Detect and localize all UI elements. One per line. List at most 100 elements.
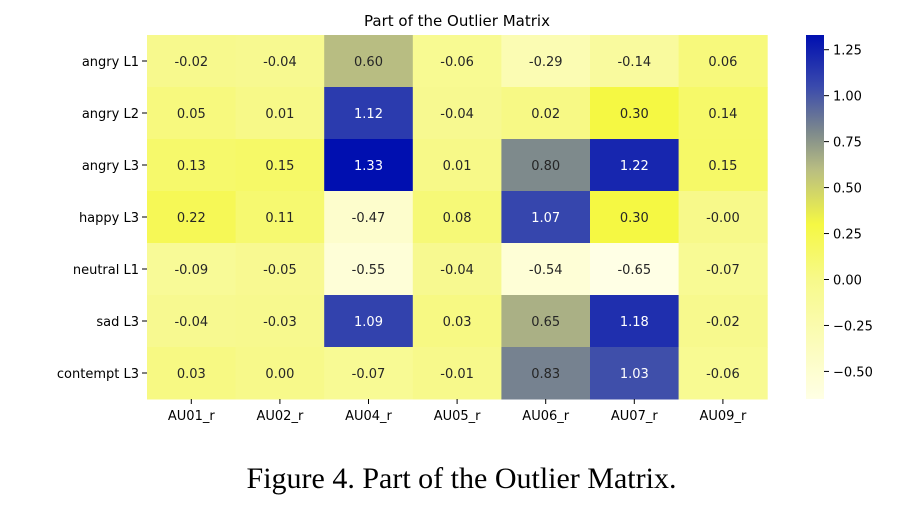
cell-value-label: 0.14 [708,107,737,122]
heatmap-cell [412,295,502,348]
cell-value-label: 0.30 [620,211,649,226]
heatmap-cell [324,139,414,192]
figure-caption: Figure 4. Part of the Outlier Matrix. [246,462,677,495]
heatmap-cell [678,139,768,192]
colorbar-tick-label: −0.25 [833,319,873,334]
y-tick-label: angry L1 [82,55,139,70]
cell-value-label: 1.22 [620,159,649,174]
x-tick-label: AU02_r [257,409,304,424]
cell-value-label: 0.03 [177,367,206,382]
cell-value-label: -0.47 [352,211,386,226]
heatmap-cell [147,191,237,244]
heatmap-cell [590,191,680,244]
heatmap-cell [590,347,680,400]
colorbar-tick-label: 0.50 [833,182,862,197]
heatmap-cell [324,347,414,400]
cell-value-label: -0.01 [440,367,474,382]
cell-value-label: 0.06 [708,55,737,70]
y-tick-label: sad L3 [96,315,139,330]
colorbar-gradient [806,35,824,399]
cell-value-label: -0.07 [352,367,386,382]
heatmap-cell [324,295,414,348]
cell-value-label: -0.04 [174,315,208,330]
cell-value-label: -0.06 [706,367,740,382]
heatmap-cell-labels: -0.02 -0.04 0.60 -0.06 -0.29 -0.14 0.06 0.05 0.0… [174,55,739,382]
colorbar-tick-label: 0.25 [833,228,862,243]
heatmap-cell [235,35,325,88]
heatmap-cell [412,347,502,400]
cell-value-label: -0.00 [706,211,740,226]
cell-value-label: -0.06 [440,55,474,70]
heatmap-cell [324,35,414,88]
cell-value-label: -0.55 [352,263,386,278]
y-tick-label: neutral L1 [73,263,139,278]
heatmap-cell [412,243,502,296]
heatmap-cell [590,243,680,296]
cell-value-label: -0.54 [529,263,563,278]
cell-value-label: 0.22 [177,211,206,226]
heatmap-chart: Part of the Outlier Matrix -0.02 -0.04 0.6… [57,12,873,424]
cell-value-label: 0.13 [177,159,206,174]
y-tick-label: happy L3 [79,211,139,226]
heatmap-cell [235,139,325,192]
x-tick-label: AU04_r [345,409,392,424]
heatmap-cell [501,35,591,88]
cell-value-label: 0.05 [177,107,206,122]
cell-value-label: 0.01 [443,159,472,174]
cell-value-label: -0.03 [263,315,297,330]
cell-value-label: 1.33 [354,159,383,174]
heatmap-cell [324,243,414,296]
heatmap-cell [412,35,502,88]
cell-value-label: 0.83 [531,367,560,382]
heatmap-cell [678,243,768,296]
heatmap-cell [501,295,591,348]
cell-value-label: 0.60 [354,55,383,70]
cell-value-label: 1.09 [354,315,383,330]
heatmap-cell [147,295,237,348]
heatmap-cell [235,243,325,296]
heatmap-cell [678,347,768,400]
heatmap-cell [147,347,237,400]
heatmap-cell [412,191,502,244]
cell-value-label: -0.02 [706,315,740,330]
x-tick-label: AU05_r [434,409,481,424]
heatmap-cell [590,139,680,192]
cell-value-label: 1.07 [531,211,560,226]
x-tick-label: AU09_r [700,409,747,424]
heatmap-cell [678,35,768,88]
cell-value-label: 0.30 [620,107,649,122]
colorbar-tick-label: 1.00 [833,90,862,105]
colorbar-tick-label: 0.00 [833,274,862,289]
heatmap-cell [590,35,680,88]
cell-value-label: 1.12 [354,107,383,122]
cell-value-label: 0.03 [443,315,472,330]
heatmap-cell [678,295,768,348]
heatmap-cell [147,139,237,192]
heatmap-cells [147,35,768,400]
cell-value-label: -0.04 [440,263,474,278]
chart-title: Part of the Outlier Matrix [364,12,550,30]
cell-value-label: 1.18 [620,315,649,330]
cell-value-label: -0.07 [706,263,740,278]
cell-value-label: -0.29 [529,55,563,70]
cell-value-label: -0.05 [263,263,297,278]
colorbar-tick-label: 0.75 [833,136,862,151]
x-tick-label: AU07_r [611,409,658,424]
cell-value-label: 1.03 [620,367,649,382]
cell-value-label: -0.09 [174,263,208,278]
cell-value-label: -0.04 [263,55,297,70]
heatmap-cell [678,191,768,244]
cell-value-label: 0.02 [531,107,560,122]
heatmap-cell [147,35,237,88]
x-axis: AU01_r AU02_r AU04_r AU05_r AU06_r AU07_r AU09… [168,399,747,424]
heatmap-cell [590,295,680,348]
cell-value-label: 0.80 [531,159,560,174]
cell-value-label: 0.00 [265,367,294,382]
x-tick-label: AU06_r [522,409,569,424]
heatmap-cell [501,347,591,400]
cell-value-label: 0.08 [443,211,472,226]
heatmap-cell [412,87,502,140]
heatmap-cell [235,87,325,140]
heatmap-cell [235,295,325,348]
heatmap-cell [590,87,680,140]
